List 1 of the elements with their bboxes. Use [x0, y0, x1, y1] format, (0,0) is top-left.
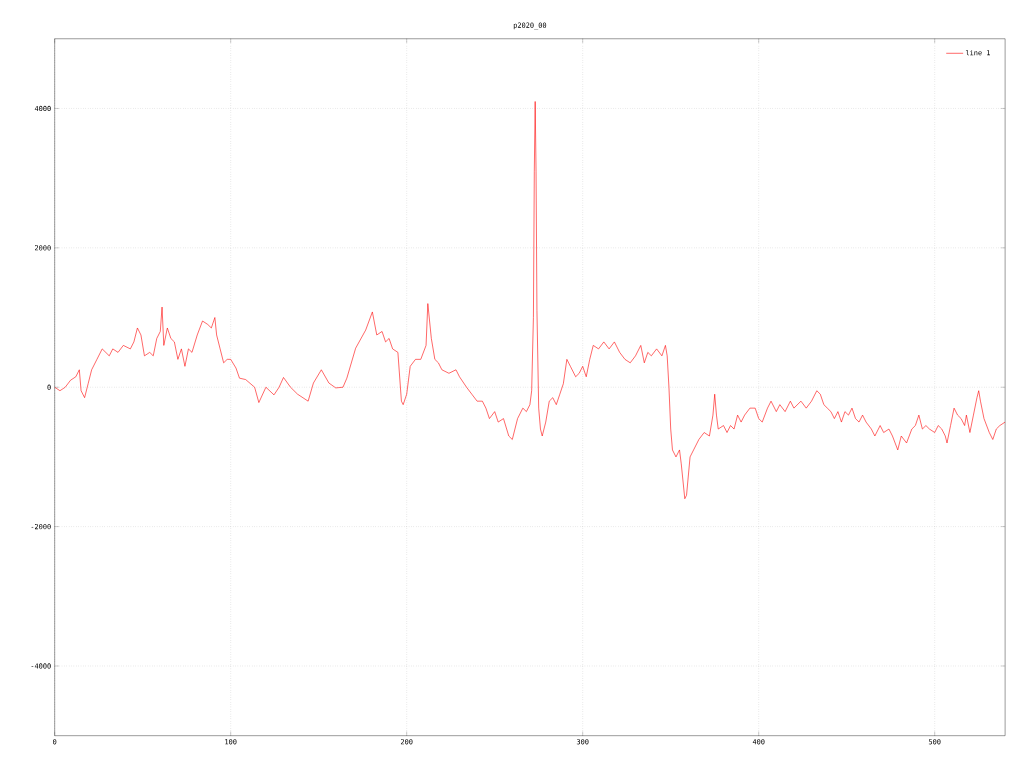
line-series [54, 101, 1006, 500]
